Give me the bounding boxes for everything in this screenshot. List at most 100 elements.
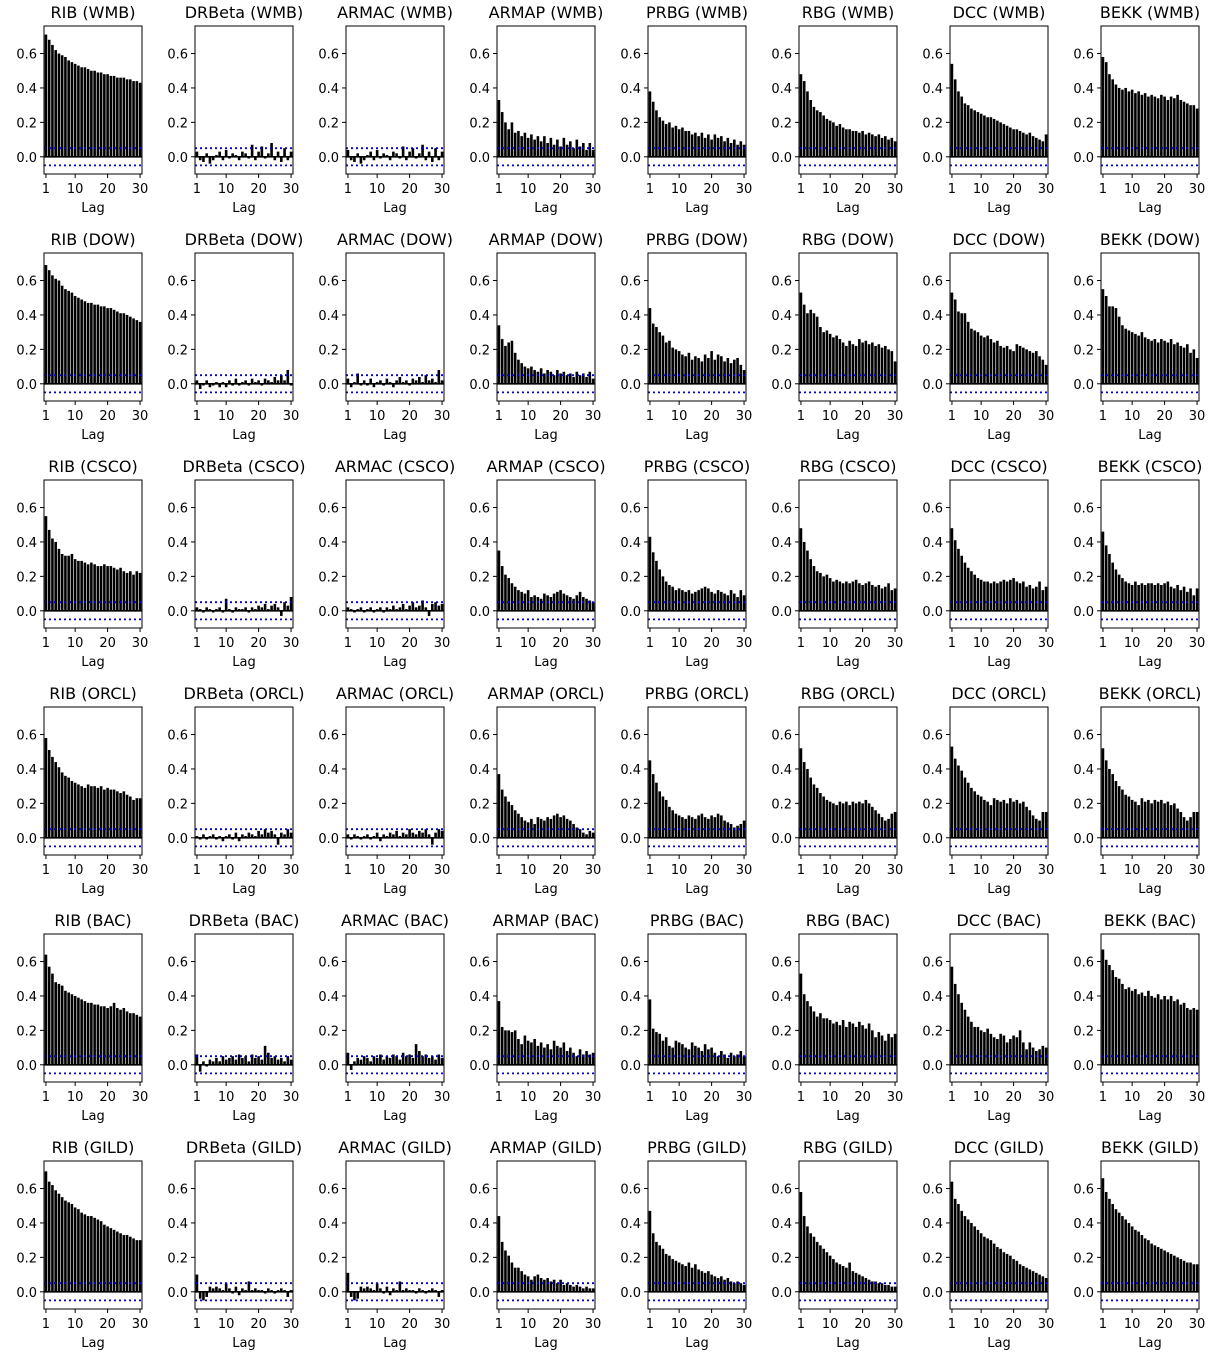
- acf-bar: [421, 1056, 424, 1065]
- acf-bar: [289, 1290, 293, 1292]
- x-tick-label: 1: [797, 182, 805, 197]
- acf-bar: [841, 342, 845, 384]
- acf-bar: [385, 155, 389, 157]
- acf-bar: [697, 1269, 700, 1292]
- acf-bar: [418, 1288, 421, 1292]
- acf-bar: [1111, 774, 1114, 838]
- plot-frame: [798, 252, 898, 402]
- acf-bar: [99, 786, 103, 838]
- acf-bar: [815, 787, 819, 838]
- acf-bar: [851, 1271, 855, 1292]
- acf-bar: [720, 136, 723, 157]
- acf-bar: [953, 299, 957, 384]
- acf-bar: [504, 1030, 507, 1065]
- acf-bar: [726, 595, 730, 611]
- acf-bar: [822, 115, 825, 157]
- acf-bar: [1189, 1009, 1192, 1065]
- x-tick-label: 10: [218, 182, 235, 197]
- acf-bar: [533, 370, 536, 384]
- acf-bar: [841, 1265, 845, 1292]
- acf-bar: [421, 144, 424, 157]
- y-tick-label: 0.4: [167, 82, 188, 97]
- acf-bar: [671, 1259, 674, 1292]
- acf-bar: [414, 834, 418, 838]
- acf-bar: [871, 1281, 874, 1292]
- acf-bar: [828, 1020, 832, 1065]
- acf-bar: [109, 308, 113, 384]
- acf-bar: [684, 591, 687, 611]
- acf-bar: [1150, 995, 1153, 1065]
- x-tick-label: 10: [822, 409, 839, 424]
- x-tick-label: 30: [132, 863, 149, 878]
- y-tick-label: 0.4: [1073, 990, 1094, 1005]
- y-tick-label: 0.2: [469, 570, 490, 585]
- acf-bar: [1038, 1049, 1041, 1065]
- x-tick-label: 20: [1156, 182, 1173, 197]
- acf-bar: [658, 569, 661, 611]
- acf-bar: [1038, 820, 1041, 838]
- acf-bar: [1143, 93, 1147, 157]
- x-tick-label: 10: [1124, 636, 1141, 651]
- acf-bar: [890, 1037, 894, 1065]
- acf-bar: [710, 139, 713, 157]
- acf-bar: [504, 1250, 507, 1292]
- acf-bar: [1195, 357, 1199, 384]
- acf-bar: [835, 335, 838, 384]
- acf-bar: [1176, 808, 1179, 838]
- acf-bar: [825, 1018, 829, 1065]
- x-tick-label: 1: [344, 409, 352, 424]
- acf-bar: [1163, 583, 1166, 611]
- x-tick-label: 30: [585, 1317, 602, 1332]
- acf-bar: [809, 777, 812, 838]
- acf-bar: [73, 559, 77, 611]
- acf-bar: [369, 1061, 372, 1065]
- acf-bar: [224, 149, 228, 157]
- acf-bar: [286, 605, 290, 611]
- acf-bar: [543, 593, 546, 611]
- y-tick-label: 0.0: [16, 1059, 37, 1074]
- plot-frame: [43, 1160, 143, 1310]
- acf-bar: [1031, 1271, 1035, 1292]
- y-tick-label: 0.0: [771, 832, 792, 847]
- acf-bar: [681, 1044, 684, 1065]
- acf-bar: [372, 1290, 376, 1292]
- acf-bar: [411, 602, 415, 611]
- y-tick-label: 0.2: [16, 1024, 37, 1039]
- acf-bar: [694, 132, 697, 157]
- acf-bar: [434, 832, 437, 838]
- acf-bar: [556, 370, 559, 384]
- acf-bar: [129, 1013, 132, 1065]
- y-tick-label: 0.2: [922, 570, 943, 585]
- acf-bar: [854, 579, 858, 611]
- y-tick-label: 0.2: [620, 1251, 641, 1266]
- acf-bar: [1153, 339, 1157, 384]
- acf-bar: [497, 325, 501, 384]
- y-tick-label: 0.0: [167, 605, 188, 620]
- x-tick-label: 20: [401, 409, 418, 424]
- acf-bar: [562, 815, 566, 838]
- x-tick-label: 20: [552, 1317, 569, 1332]
- acf-bar: [1189, 1262, 1192, 1292]
- acf-bar: [1041, 811, 1045, 838]
- acf-bar: [359, 837, 363, 840]
- acf-bar: [362, 1288, 366, 1292]
- acf-bar: [957, 1204, 960, 1292]
- x-tick-label: 1: [193, 1090, 201, 1105]
- acf-bar: [1124, 87, 1127, 157]
- acf-bar: [861, 342, 864, 384]
- acf-bar: [867, 803, 871, 838]
- y-tick-label: 0.6: [620, 275, 641, 290]
- acf-bar: [520, 363, 523, 384]
- acf-bar: [1104, 62, 1108, 157]
- acf-bar: [500, 1241, 504, 1292]
- acf-bar: [812, 313, 816, 384]
- acf-bar: [208, 1059, 212, 1065]
- acf-bar: [1182, 817, 1186, 838]
- acf-bar: [1022, 581, 1025, 611]
- acf-bar: [655, 1032, 658, 1065]
- acf-bar: [517, 359, 520, 384]
- acf-bar: [809, 100, 812, 157]
- y-tick-label: 0.4: [620, 536, 641, 551]
- acf-bar: [103, 1224, 106, 1292]
- acf-bar: [517, 130, 520, 157]
